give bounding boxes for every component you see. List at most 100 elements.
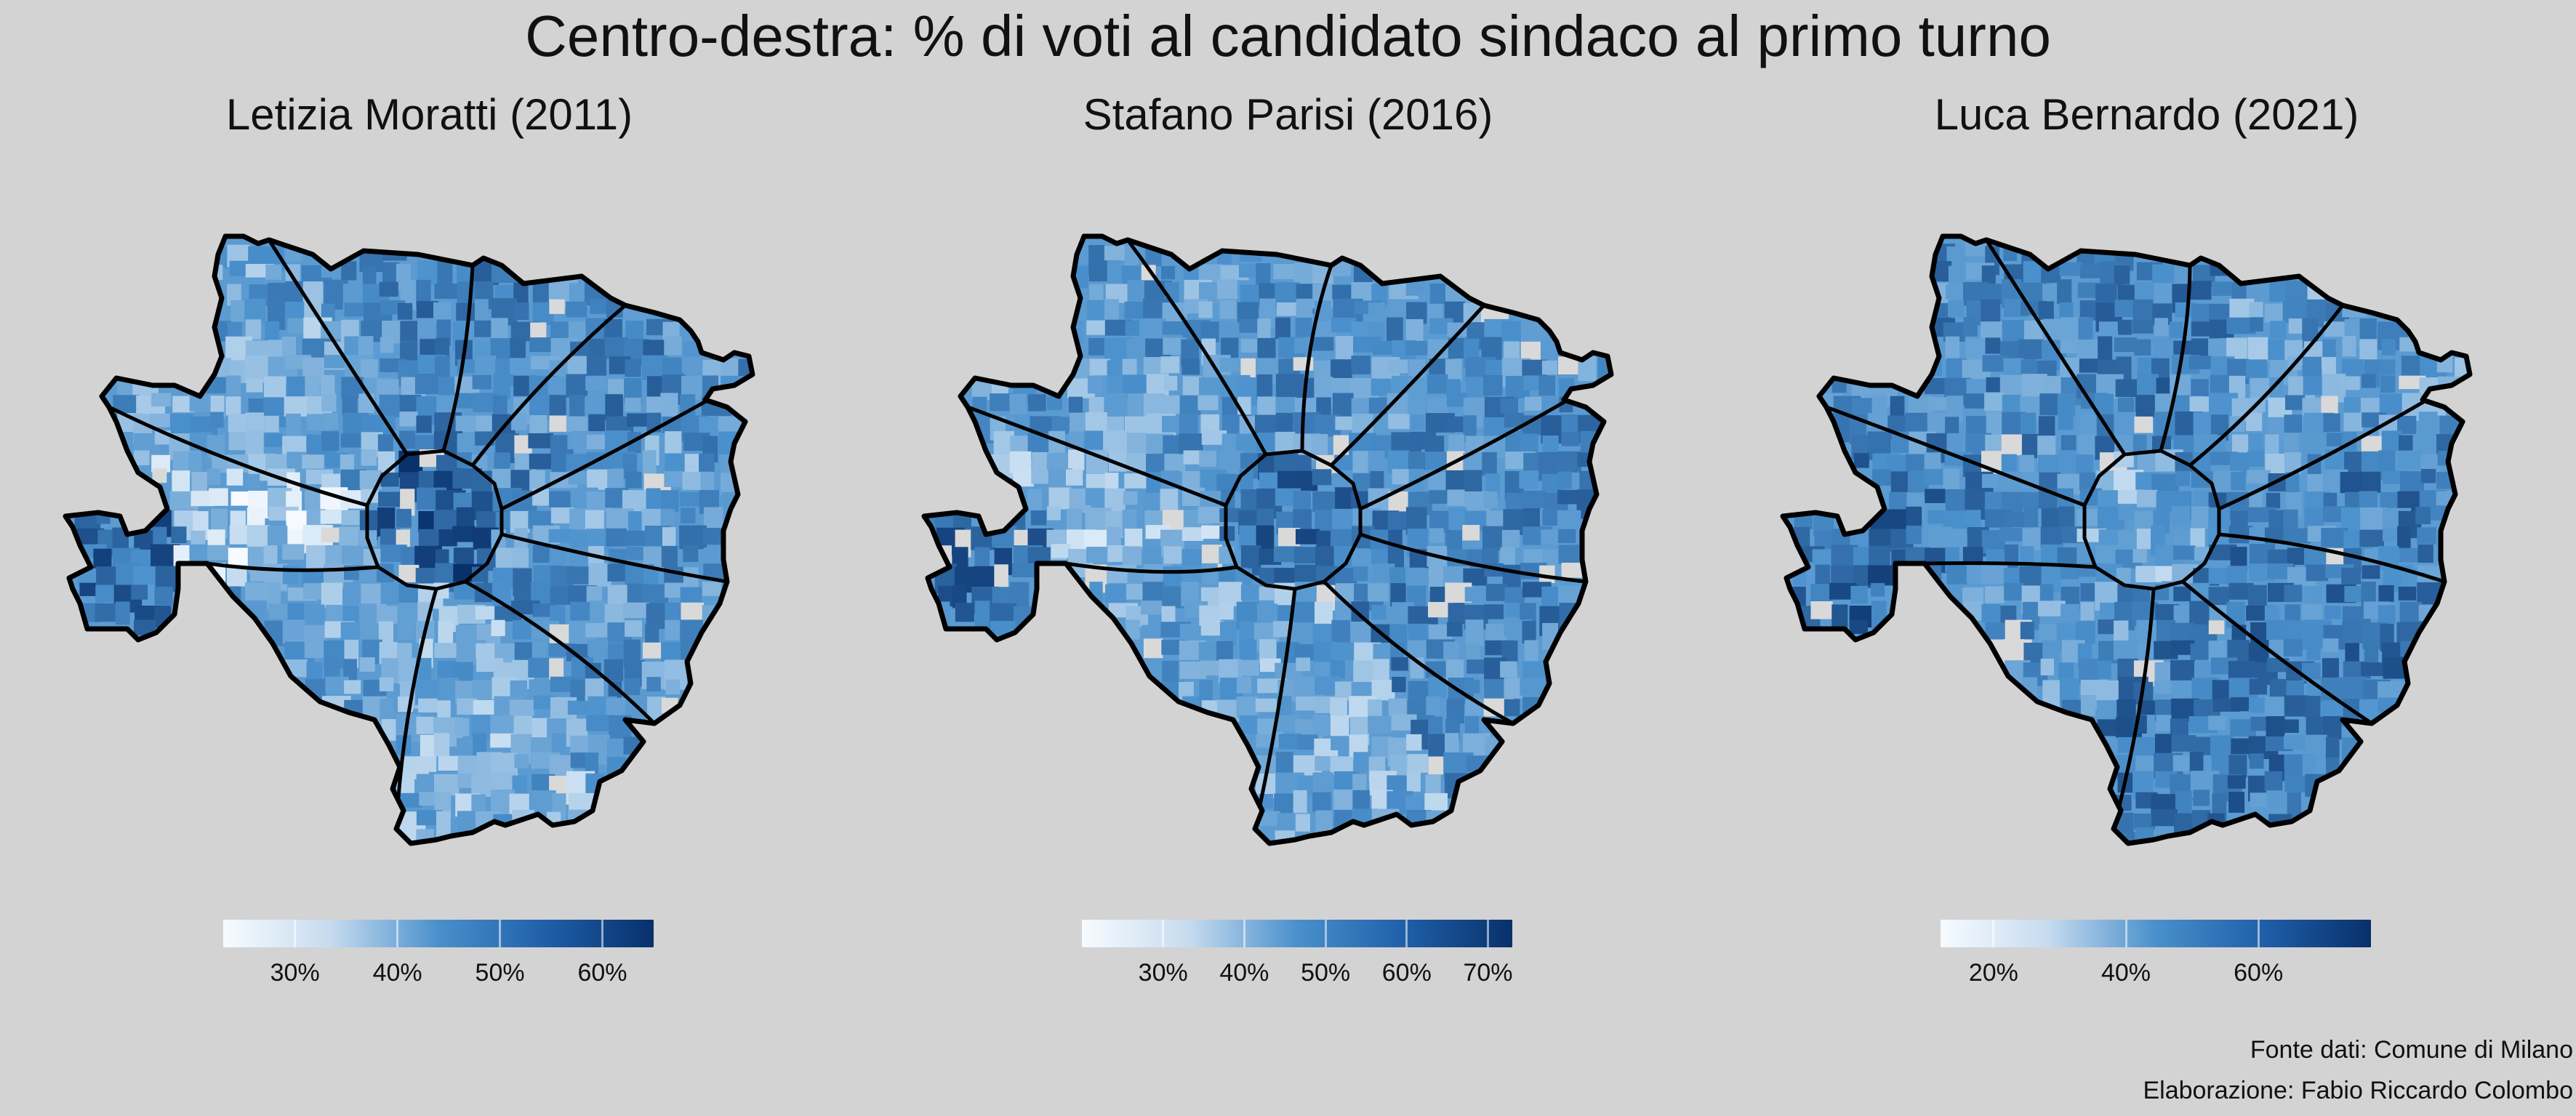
section-cell xyxy=(358,336,374,361)
section-cell xyxy=(1027,394,1046,412)
section-cell xyxy=(664,471,686,487)
section-cell xyxy=(1928,397,1947,411)
section-cell xyxy=(1425,774,1441,798)
section-cell xyxy=(1161,606,1176,622)
municipio-border xyxy=(500,383,736,511)
section-cell xyxy=(586,715,616,731)
section-cell xyxy=(2170,321,2183,339)
legend-tick-label: 30% xyxy=(270,959,320,987)
section-cell xyxy=(2154,681,2175,694)
section-cell xyxy=(1406,319,1424,346)
section-cell xyxy=(264,433,284,447)
section-cell xyxy=(1107,360,1123,379)
section-cell xyxy=(549,299,565,314)
section-cell xyxy=(1447,393,1467,407)
section-cell xyxy=(1162,660,1179,686)
section-cell xyxy=(2020,622,2034,640)
section-cell xyxy=(514,754,529,768)
section-cell xyxy=(514,302,529,321)
section-cell xyxy=(1368,302,1385,317)
section-cell xyxy=(2284,414,2302,433)
section-cell xyxy=(1312,469,1332,486)
section-cell xyxy=(2361,662,2385,676)
section-cell xyxy=(2341,567,2362,585)
section-cell xyxy=(419,792,436,806)
section-cell xyxy=(1810,601,1833,619)
section-cell xyxy=(1105,584,1127,603)
section-cell xyxy=(1500,661,1517,678)
section-cell xyxy=(1216,279,1237,300)
section-cell xyxy=(2059,262,2083,276)
section-cell xyxy=(1047,396,1062,411)
section-cell xyxy=(2250,317,2263,332)
section-cell xyxy=(2098,321,2118,338)
legend-tick xyxy=(1324,920,1327,947)
section-cell xyxy=(2378,585,2394,602)
section-cell xyxy=(1482,451,1497,476)
section-cell xyxy=(551,733,566,754)
section-cell xyxy=(1160,489,1179,512)
municipio-border xyxy=(2218,383,2453,511)
section-cell xyxy=(660,490,679,512)
section-cell xyxy=(1448,603,1465,625)
section-cell xyxy=(2170,640,2195,655)
section-cell xyxy=(1411,414,1425,430)
section-cell xyxy=(2114,300,2134,318)
section-cell xyxy=(2284,452,2301,475)
section-cell xyxy=(1312,714,1331,736)
section-cell xyxy=(1201,525,1224,539)
section-cell xyxy=(1161,265,1176,280)
section-cell xyxy=(225,396,241,416)
section-cell xyxy=(454,718,470,736)
section-cell xyxy=(399,412,418,427)
section-cell xyxy=(361,449,377,466)
section-cell xyxy=(703,528,726,545)
section-cell xyxy=(2417,527,2436,545)
section-cell xyxy=(1011,563,1040,578)
section-cell xyxy=(665,582,685,598)
section-cell xyxy=(681,507,696,523)
municipio-border xyxy=(1065,561,1237,574)
section-cell xyxy=(323,413,338,430)
section-cell xyxy=(418,698,438,712)
section-cell xyxy=(433,302,451,324)
municipio-border xyxy=(2111,588,2156,830)
section-cell xyxy=(2228,755,2247,778)
section-cell xyxy=(660,393,678,417)
section-cell xyxy=(625,471,642,489)
section-cell xyxy=(1275,317,1291,340)
section-cell xyxy=(571,430,588,454)
municipio-border xyxy=(206,561,379,572)
section-cell xyxy=(1107,545,1128,562)
section-cell xyxy=(1906,506,1922,530)
section-cell xyxy=(2208,587,2230,605)
legend-tick xyxy=(499,920,502,947)
section-cell xyxy=(1429,528,1444,543)
section-cell xyxy=(457,774,475,788)
section-cell xyxy=(2324,321,2348,337)
section-cell xyxy=(1331,736,1352,750)
section-cell xyxy=(2080,602,2095,621)
section-cell xyxy=(1927,510,1944,524)
legend-colorbar xyxy=(1082,920,1512,947)
section-cell xyxy=(1485,584,1507,601)
legend-tick xyxy=(1992,920,1995,947)
section-cell xyxy=(359,657,375,672)
legend-colorbar xyxy=(1941,920,2371,947)
section-cell xyxy=(2039,393,2060,416)
municipio-border xyxy=(2181,580,2373,726)
section-cell xyxy=(1483,491,1498,508)
section-cell xyxy=(1538,375,1555,396)
legend-tick xyxy=(396,920,399,947)
section-cell xyxy=(1428,602,1455,618)
section-cell xyxy=(1373,341,1396,356)
section-cell xyxy=(1965,510,1981,532)
section-cell xyxy=(681,356,709,373)
section-cell xyxy=(1048,487,1071,510)
section-cell xyxy=(2171,680,2193,700)
section-cell xyxy=(457,737,476,755)
section-cell xyxy=(2303,376,2326,396)
section-cell xyxy=(1141,601,1162,615)
section-cell xyxy=(321,393,337,412)
section-cell xyxy=(2004,582,2024,601)
